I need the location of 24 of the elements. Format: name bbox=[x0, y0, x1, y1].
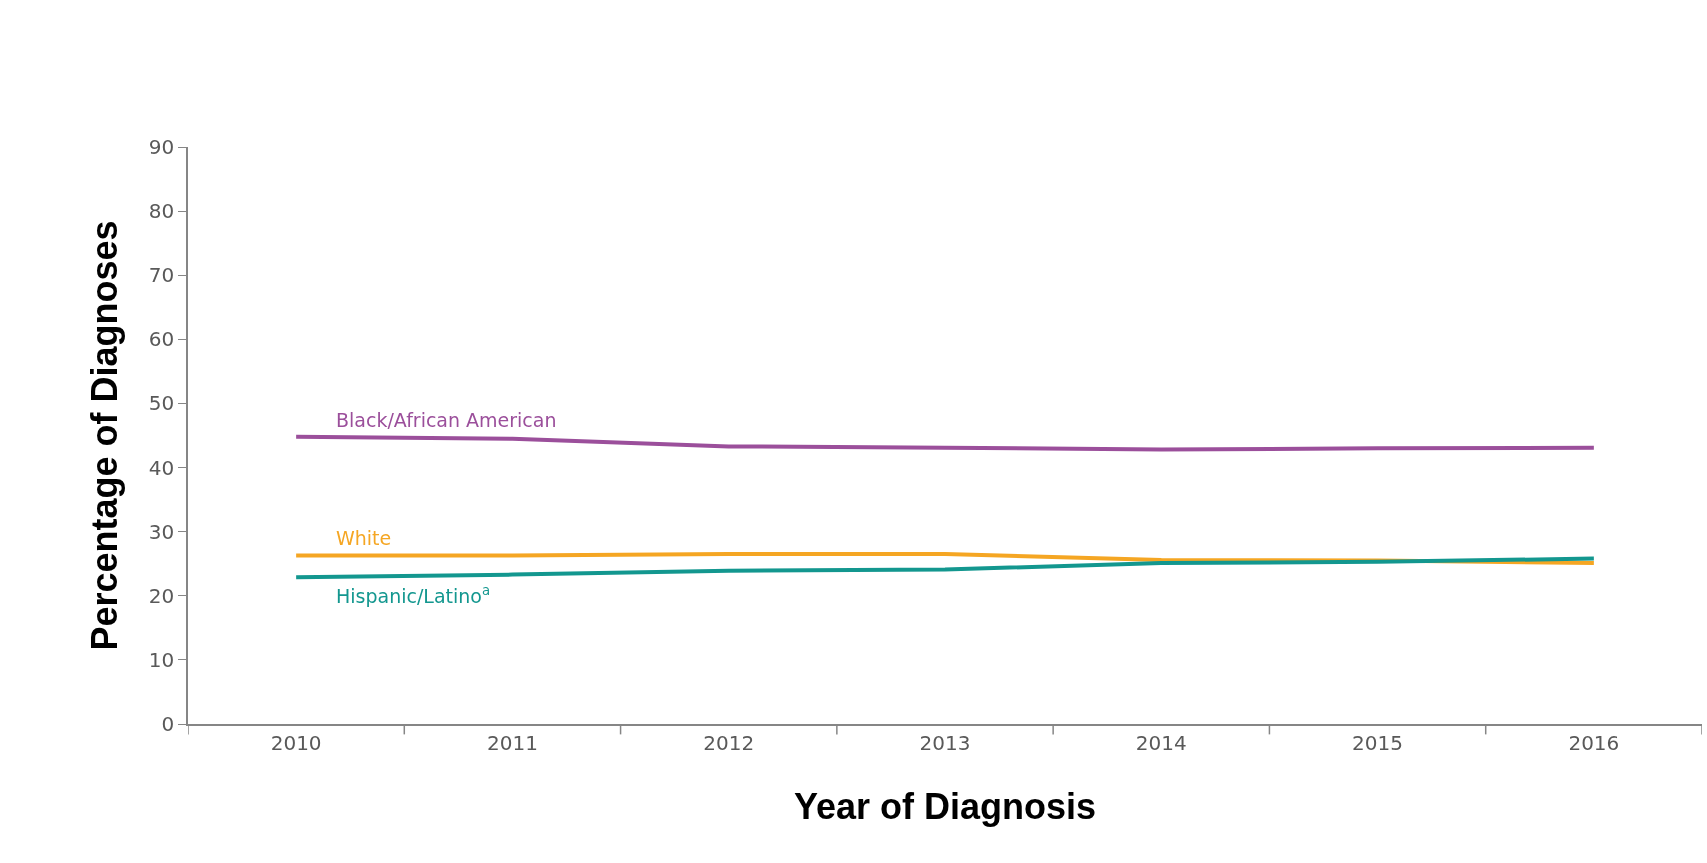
x-axis-title: Year of Diagnosis bbox=[793, 785, 1097, 827]
x-tick-label: 2011 bbox=[486, 730, 538, 755]
x-tick-label: 2015 bbox=[1352, 730, 1404, 755]
x-tick-label: 2016 bbox=[1568, 730, 1620, 755]
y-tick-label: 10 bbox=[148, 647, 175, 672]
y-axis-title: Percentage of Diagnoses bbox=[84, 220, 126, 651]
y-tick-label: 0 bbox=[161, 712, 175, 736]
y-tick-label: 50 bbox=[148, 391, 175, 416]
x-tick-label: 2014 bbox=[1135, 730, 1187, 755]
y-tick-label: 20 bbox=[148, 583, 175, 608]
y-tick-label: 80 bbox=[148, 199, 175, 224]
x-tick-label: 2010 bbox=[270, 730, 322, 755]
x-tick-label: 2013 bbox=[919, 730, 971, 755]
y-tick-label: 70 bbox=[148, 263, 175, 288]
line-series bbox=[294, 434, 1596, 452]
series-label: Hispanic/Latino$^{a}$ bbox=[336, 583, 491, 607]
y-tick-label: 30 bbox=[148, 519, 175, 544]
y-tick-label: 90 bbox=[148, 135, 175, 159]
x-tick-label: 2012 bbox=[703, 730, 755, 755]
y-tick-label: 60 bbox=[148, 327, 175, 352]
series-label: Black/African American bbox=[336, 409, 557, 431]
series-label: White bbox=[336, 527, 392, 549]
line-series bbox=[294, 556, 1596, 580]
y-tick-label: 40 bbox=[148, 455, 175, 480]
